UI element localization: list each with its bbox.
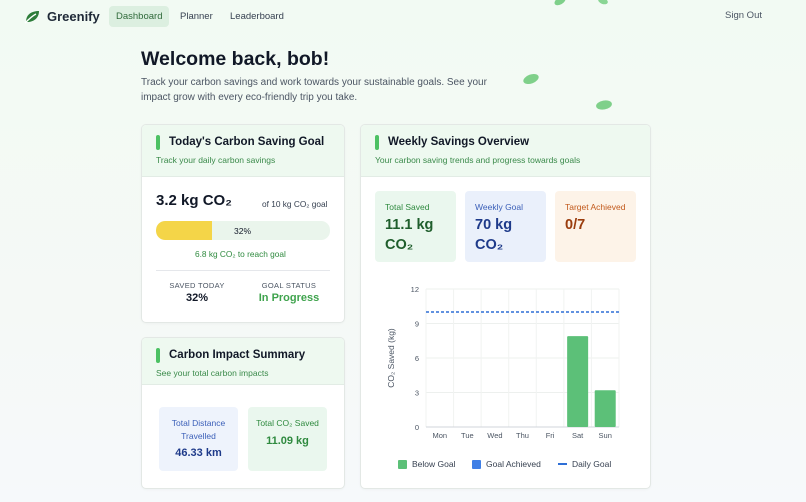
legend-swatch [472,459,481,469]
saved-amount: 3.2 kg CO₂ [156,192,232,209]
distance-value: 46.33 km [175,447,222,459]
leaf-logo-icon [24,10,39,23]
kpi-weekly-goal: Weekly Goal 70 kg CO₂ [465,191,546,262]
card-header: Weekly Savings Overview Your carbon savi… [361,125,650,177]
accent-bar [156,348,160,363]
kpi-value: 70 kg CO₂ [475,217,513,253]
co2-saved-tile: Total CO₂ Saved 11.09 kg [248,407,327,471]
legend-label: Goal Achieved [486,459,541,469]
kpi-value: 0/7 [565,217,586,233]
progress-fill [156,221,212,240]
kpi-total-saved: Total Saved 11.1 kg CO₂ [375,191,456,262]
brand-name: Greenify [47,9,100,24]
x-tick-label: Sat [572,431,584,440]
saved-today-label: SAVED TODAY [169,281,225,290]
brand-logo[interactable]: Greenify [24,9,100,24]
bar-below-goal [567,336,589,427]
kpi-label: Target Achieved [565,202,626,212]
goal-amount: of 10 kg CO₂ goal [262,199,328,209]
card-title: Carbon Impact Summary [169,349,306,361]
x-tick-label: Tue [461,431,474,440]
divider [156,270,330,271]
bar-below-goal [594,390,616,427]
kpi-label: Weekly Goal [475,202,524,212]
card-subtitle: Track your daily carbon savings [156,155,276,165]
co2-saved-value: 11.09 kg [266,434,309,447]
x-tick-label: Fri [546,431,555,440]
page-intro: Track your carbon savings and work towar… [141,77,487,103]
card-title: Today's Carbon Saving Goal [169,136,325,148]
y-tick-label: 0 [415,423,419,432]
card-subtitle: See your total carbon impacts [156,368,269,378]
sign-out-link[interactable]: Sign Out [725,10,762,21]
distance-tile: Total Distance Travelled 46.33 km [159,407,238,471]
y-tick-label: 3 [415,389,419,398]
falling-leaf-icon [523,73,539,85]
accent-bar [375,135,379,150]
impact-summary-card: Carbon Impact Summary See your total car… [142,338,344,488]
kpi-target-achieved: Target Achieved 0/7 [555,191,636,262]
falling-leaf-icon [598,0,608,5]
y-axis-label: CO₂ Saved (kg) [386,328,396,388]
x-tick-label: Thu [516,431,529,440]
legend-label: Below Goal [412,459,456,469]
co2-saved-label: Total CO₂ Saved [256,418,319,428]
nav-planner[interactable]: Planner [180,11,213,22]
goal-status-label: GOAL STATUS [261,281,317,290]
nav-dashboard[interactable]: Dashboard [109,6,170,27]
legend-swatch [558,463,567,465]
weekly-savings-chart: 0 3 6 9 12 Mon Tue Wed Thu Fri Sat Sun CO₂ Saved (kg… [386,285,620,440]
legend-daily-goal[interactable]: Daily Goal [558,459,611,469]
kpi-value: 11.1 kg CO₂ [385,217,434,253]
weekly-overview-card: Weekly Savings Overview Your carbon savi… [361,125,650,488]
card-subtitle: Your carbon saving trends and progress t… [375,155,581,165]
goal-status-value: In Progress [258,292,320,304]
goal-progress-bar: 32% [156,221,330,240]
legend-goal-achieved[interactable]: Goal Achieved [472,459,541,469]
y-tick-label: 9 [415,320,419,329]
top-nav: Greenify Dashboard Planner Leaderboard S… [0,0,806,32]
y-tick-label: 12 [411,285,419,294]
card-header: Carbon Impact Summary See your total car… [142,338,344,385]
progress-label: 32% [234,226,252,236]
x-tick-label: Mon [432,431,447,440]
card-header: Today's Carbon Saving Goal Track your da… [142,125,344,177]
legend-label: Daily Goal [572,459,612,469]
legend-below-goal[interactable]: Below Goal [398,459,455,469]
falling-leaf-icon [554,0,566,6]
falling-leaf-icon [596,100,612,110]
daily-goal-card: Today's Carbon Saving Goal Track your da… [142,125,344,322]
remaining-to-goal: 6.8 kg CO₂ to reach goal [195,249,286,259]
distance-label: Total Distance Travelled [171,418,226,441]
kpi-label: Total Saved [385,202,430,212]
x-tick-label: Sun [599,431,612,440]
x-tick-label: Wed [487,431,502,440]
card-title: Weekly Savings Overview [388,136,530,148]
y-tick-label: 6 [415,354,419,363]
nav-leaderboard[interactable]: Leaderboard [230,11,284,22]
accent-bar [156,135,160,150]
legend-swatch [398,459,407,469]
page-title: Welcome back, bob! [141,48,330,70]
saved-today-value: 32% [185,292,209,304]
